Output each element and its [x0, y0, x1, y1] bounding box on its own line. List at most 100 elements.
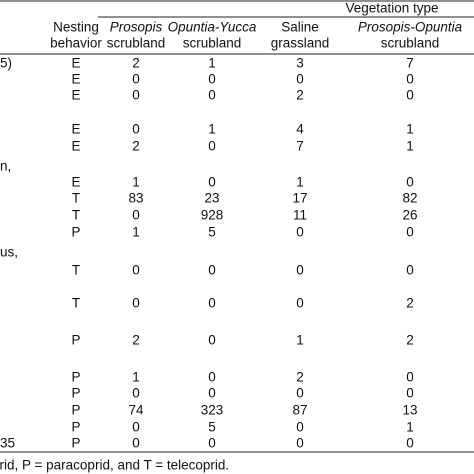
behavior: T	[72, 263, 80, 278]
cell: 17	[292, 191, 307, 206]
cell: 0	[296, 225, 304, 240]
cell: 13	[402, 403, 417, 418]
column-header: Opuntia-Yucca	[168, 20, 257, 35]
cell: 0	[208, 296, 216, 311]
row-label: us,	[0, 245, 18, 260]
cell: 323	[201, 403, 224, 418]
footnote: prid, P = paracoprid, and T = telecoprid…	[0, 458, 229, 473]
behavior: T	[72, 191, 80, 206]
cell: 1	[406, 139, 414, 154]
behavior: P	[71, 386, 80, 401]
cell: 0	[208, 386, 216, 401]
cell: 82	[402, 191, 417, 206]
cell: 2	[132, 333, 140, 348]
cell: 0	[132, 208, 140, 223]
cell: 0	[208, 139, 216, 154]
cell: 1	[132, 370, 140, 385]
cell: 2	[132, 56, 140, 71]
column-header: grassland	[271, 36, 330, 51]
cell: 1	[208, 122, 216, 137]
cell: 0	[406, 370, 414, 385]
cell: 4	[296, 122, 304, 137]
cell: 0	[132, 88, 140, 103]
cell: 1	[132, 225, 140, 240]
behavior: T	[72, 296, 80, 311]
cell: 0	[406, 88, 414, 103]
cell: 1	[406, 122, 414, 137]
cell: 2	[406, 296, 414, 311]
cell: 11	[293, 208, 307, 223]
behavior: E	[71, 88, 80, 103]
cell: 0	[208, 175, 216, 190]
cell: 0	[406, 263, 414, 278]
behavior: P	[71, 420, 80, 435]
behavior: E	[71, 72, 80, 87]
cell: 3	[296, 56, 304, 71]
cell: 23	[204, 191, 219, 206]
cell: 0	[296, 420, 304, 435]
cell: 0	[208, 333, 216, 348]
behavior: E	[71, 175, 80, 190]
behavior: P	[71, 370, 80, 385]
cell: 0	[132, 420, 140, 435]
column-header: scrubland	[381, 36, 440, 51]
column-header: Saline	[281, 20, 319, 35]
cell: 0	[132, 263, 140, 278]
behavior: P	[71, 333, 80, 348]
cell: 1	[406, 420, 414, 435]
row-label: n,	[0, 159, 11, 174]
cell: 0	[132, 386, 140, 401]
cell: 0	[406, 225, 414, 240]
cell: 1	[296, 175, 304, 190]
cell: 0	[406, 72, 414, 87]
column-header: Prosopis-Opuntia	[358, 20, 463, 35]
cell: 74	[128, 403, 144, 418]
row-label: 35	[0, 436, 15, 451]
cell: 0	[208, 263, 216, 278]
cell: 928	[201, 208, 224, 223]
cell: 7	[296, 139, 304, 154]
cell: 5	[208, 225, 216, 240]
column-header: Prosopis	[110, 20, 163, 35]
cell: 0	[208, 88, 216, 103]
cell: 0	[208, 436, 216, 451]
behavior: E	[71, 139, 80, 154]
cell: 0	[296, 263, 304, 278]
column-header: scrubland	[107, 36, 166, 51]
cell: 0	[296, 386, 304, 401]
cell: 0	[406, 386, 414, 401]
behavior: P	[71, 225, 80, 240]
cell: 1	[208, 56, 216, 71]
cell: 1	[132, 175, 140, 190]
cell: 0	[406, 436, 414, 451]
cell: 2	[406, 333, 414, 348]
cell: 26	[402, 208, 417, 223]
column-header: behavior	[50, 36, 102, 51]
cell: 87	[292, 403, 307, 418]
group-title: Vegetation type	[345, 1, 438, 16]
behavior: E	[71, 56, 80, 71]
column-header: Nesting	[53, 20, 99, 35]
cell: 7	[406, 56, 414, 71]
cell: 83	[128, 191, 143, 206]
cell: 0	[132, 72, 140, 87]
cell: 0	[208, 72, 216, 87]
behavior: T	[72, 208, 80, 223]
cell: 0	[132, 122, 140, 137]
cell: 2	[296, 370, 304, 385]
behavior: E	[71, 122, 80, 137]
behavior: P	[71, 403, 80, 418]
row-label: 5)	[0, 56, 12, 71]
cell: 0	[132, 296, 140, 311]
cell: 1	[296, 333, 304, 348]
cell: 0	[296, 436, 304, 451]
cell: 0	[296, 72, 304, 87]
behavior: P	[71, 436, 80, 451]
cell: 0	[296, 296, 304, 311]
cell: 5	[208, 420, 216, 435]
cell: 0	[132, 436, 140, 451]
cell: 0	[406, 175, 414, 190]
column-header: scrubland	[183, 36, 242, 51]
cell: 0	[208, 370, 216, 385]
